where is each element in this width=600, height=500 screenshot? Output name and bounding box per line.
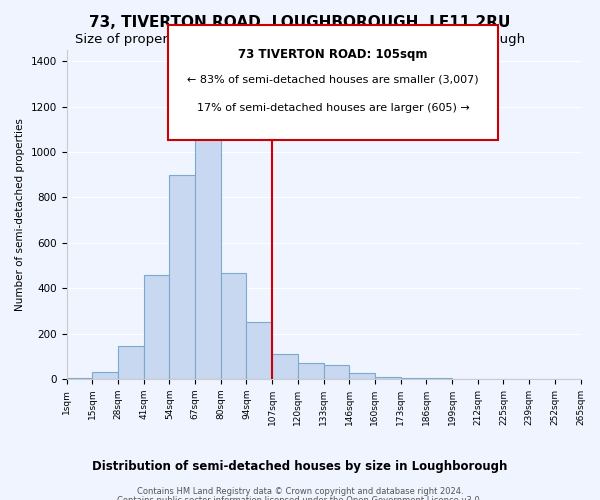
Text: Distribution of semi-detached houses by size in Loughborough: Distribution of semi-detached houses by … bbox=[92, 460, 508, 473]
Bar bbox=[272, 354, 298, 379]
Bar bbox=[375, 376, 401, 379]
Bar bbox=[195, 130, 221, 379]
Bar bbox=[401, 378, 427, 379]
Bar bbox=[247, 322, 272, 379]
Bar bbox=[298, 363, 323, 379]
Text: ← 83% of semi-detached houses are smaller (3,007): ← 83% of semi-detached houses are smalle… bbox=[187, 75, 479, 85]
Bar bbox=[169, 175, 195, 379]
Text: 73 TIVERTON ROAD: 105sqm: 73 TIVERTON ROAD: 105sqm bbox=[238, 48, 428, 60]
Bar bbox=[323, 366, 349, 379]
Text: Size of property relative to semi-detached houses in Loughborough: Size of property relative to semi-detach… bbox=[75, 32, 525, 46]
Text: Contains HM Land Registry data © Crown copyright and database right 2024.: Contains HM Land Registry data © Crown c… bbox=[137, 488, 463, 496]
Bar bbox=[118, 346, 143, 379]
Bar bbox=[221, 274, 247, 379]
Y-axis label: Number of semi-detached properties: Number of semi-detached properties bbox=[15, 118, 25, 311]
Text: 17% of semi-detached houses are larger (605) →: 17% of semi-detached houses are larger (… bbox=[197, 102, 469, 113]
Text: 73, TIVERTON ROAD, LOUGHBOROUGH, LE11 2RU: 73, TIVERTON ROAD, LOUGHBOROUGH, LE11 2R… bbox=[89, 15, 511, 30]
Bar bbox=[67, 378, 92, 379]
Bar bbox=[349, 373, 375, 379]
Bar bbox=[143, 274, 169, 379]
Bar bbox=[92, 372, 118, 379]
Text: Contains public sector information licensed under the Open Government Licence v3: Contains public sector information licen… bbox=[118, 496, 482, 500]
